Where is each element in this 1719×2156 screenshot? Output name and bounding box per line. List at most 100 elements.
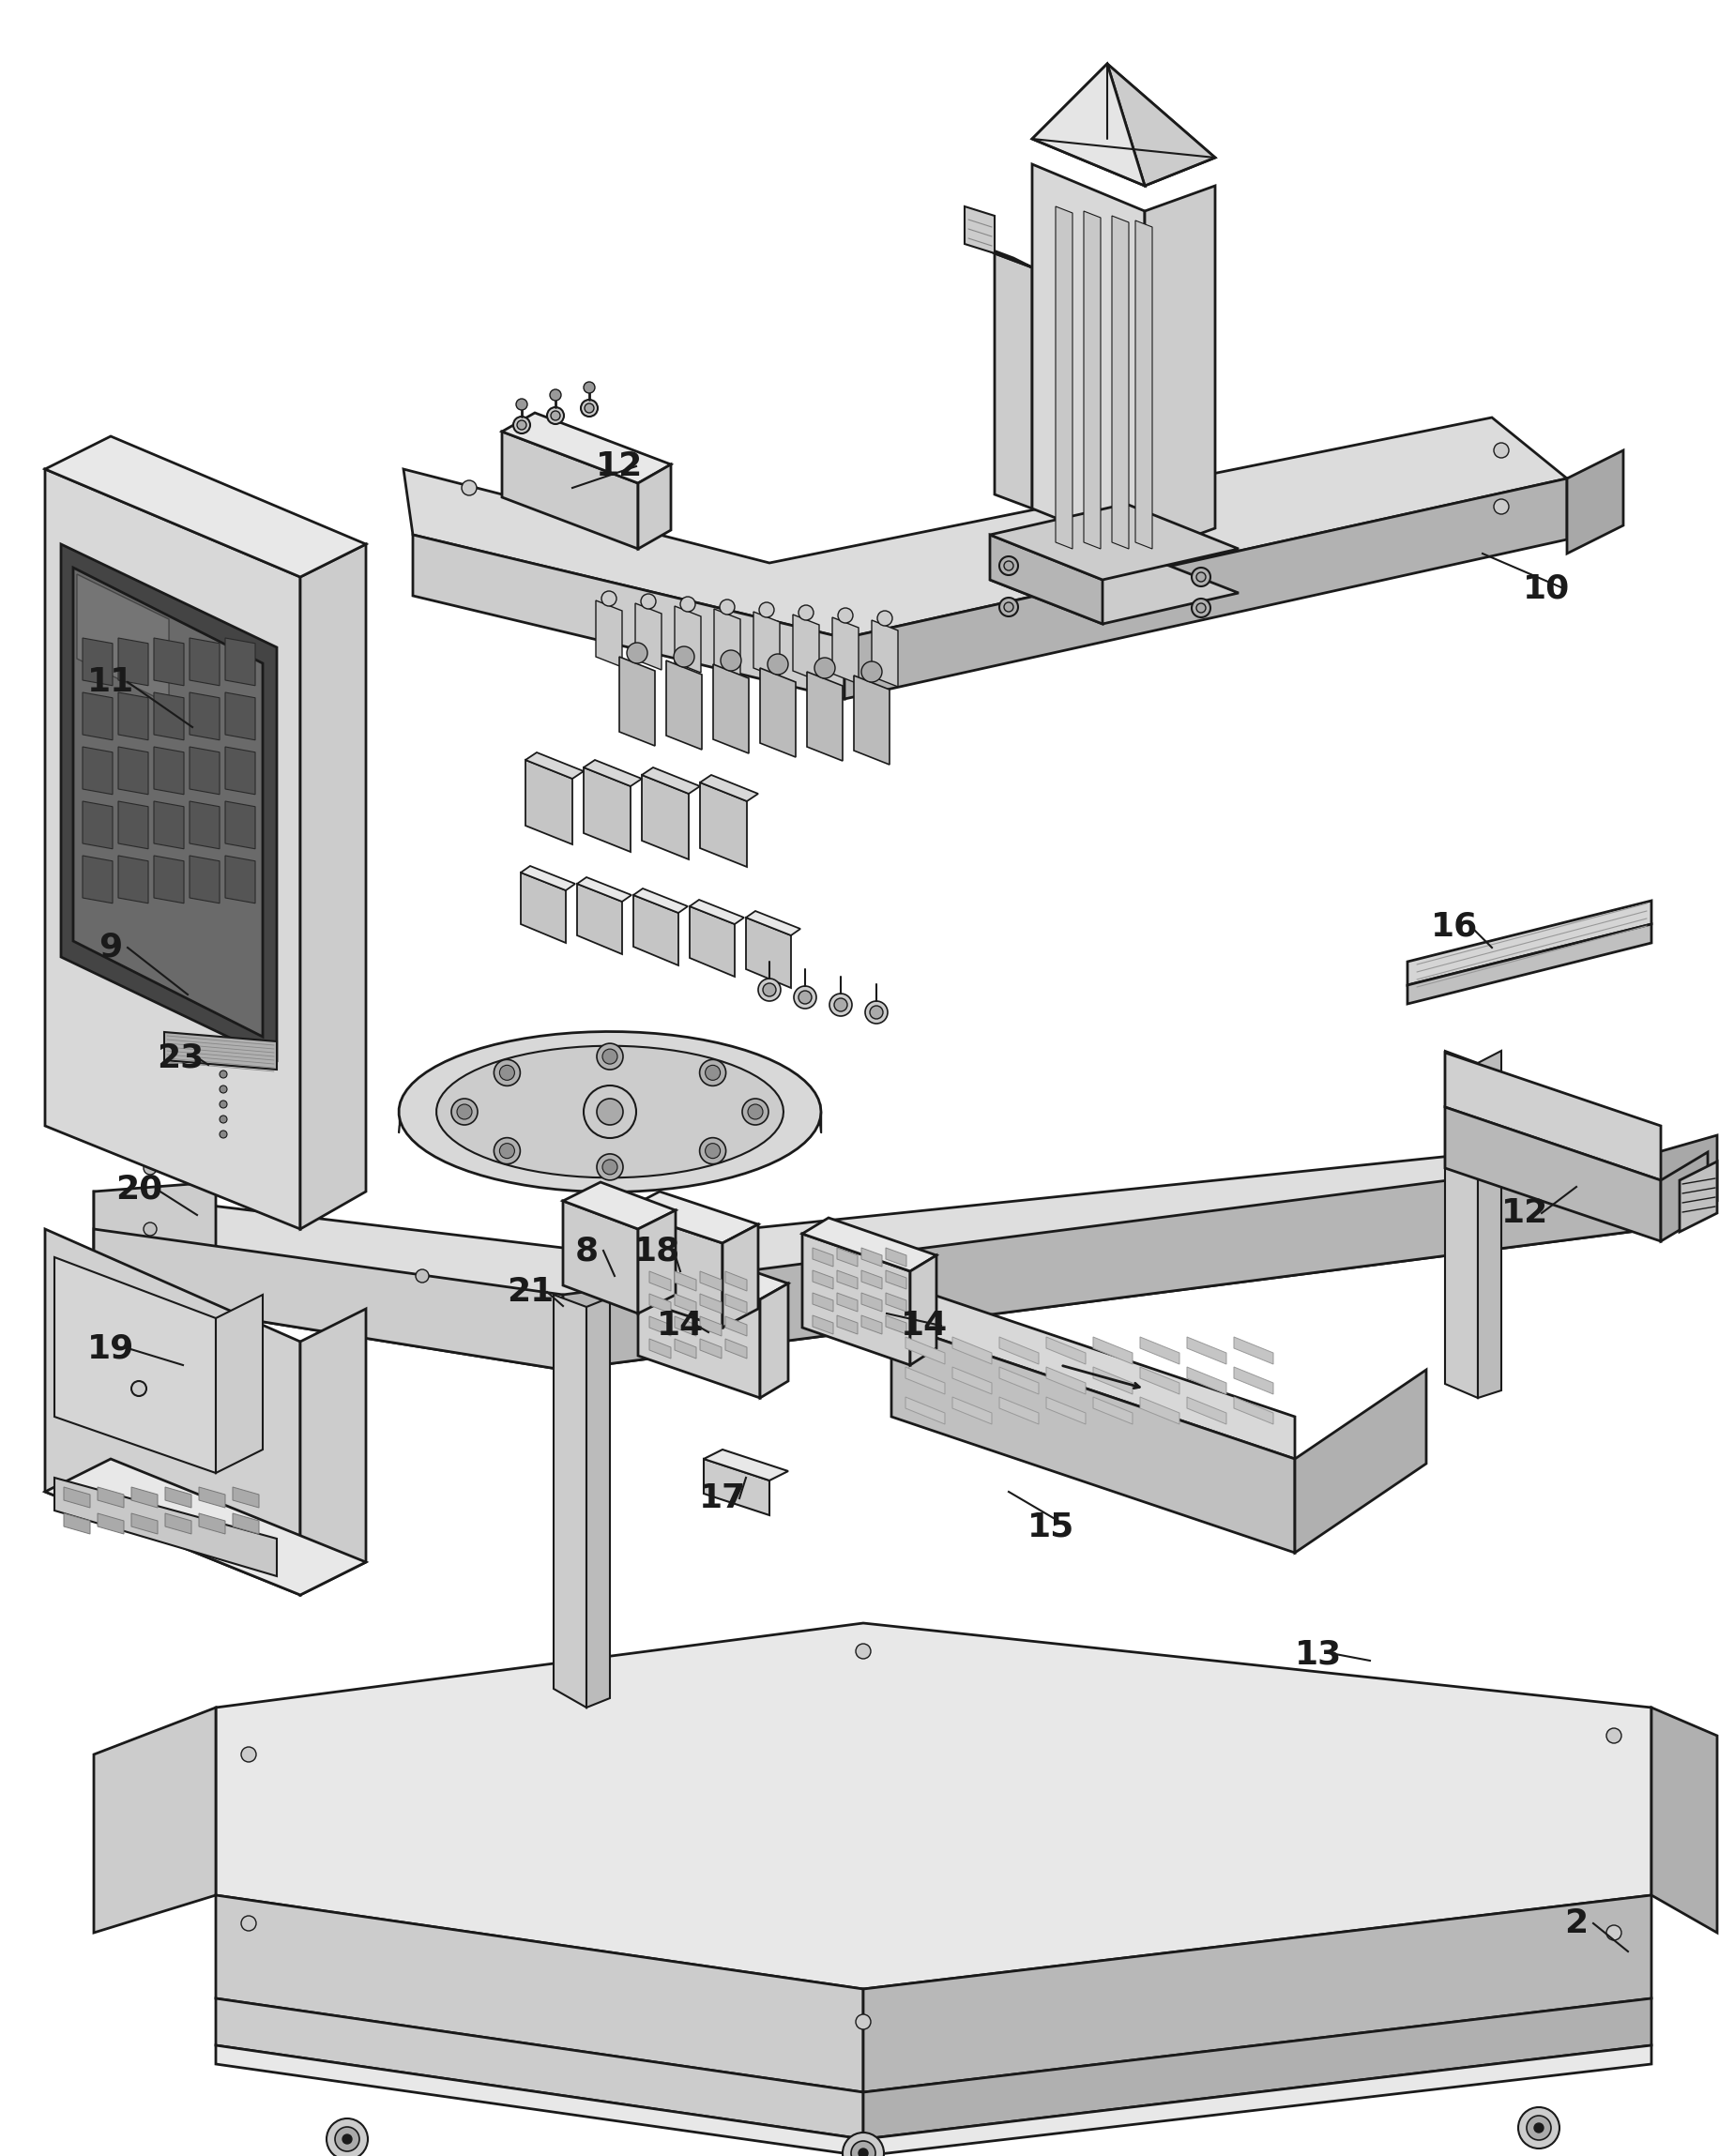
Polygon shape [885, 1248, 906, 1266]
Circle shape [220, 1100, 227, 1108]
Polygon shape [885, 1270, 906, 1289]
Polygon shape [578, 877, 631, 901]
Polygon shape [638, 1257, 760, 1397]
Circle shape [450, 1100, 478, 1125]
Circle shape [416, 1270, 428, 1283]
Circle shape [815, 658, 835, 679]
Circle shape [842, 2132, 884, 2156]
Circle shape [602, 1160, 617, 1175]
Circle shape [1526, 2115, 1551, 2141]
Circle shape [705, 1143, 720, 1158]
Polygon shape [586, 1298, 610, 1708]
Polygon shape [225, 802, 254, 849]
Polygon shape [904, 1367, 944, 1395]
Circle shape [1191, 567, 1210, 586]
Polygon shape [633, 888, 688, 912]
Polygon shape [674, 1294, 696, 1313]
Polygon shape [1093, 1397, 1131, 1425]
Polygon shape [638, 1210, 676, 1313]
Polygon shape [1233, 1397, 1272, 1425]
Polygon shape [45, 436, 366, 578]
Polygon shape [641, 774, 688, 860]
Polygon shape [1045, 1397, 1085, 1425]
Circle shape [220, 1072, 227, 1078]
Polygon shape [1031, 65, 1145, 185]
Polygon shape [189, 746, 220, 793]
Circle shape [499, 1143, 514, 1158]
Circle shape [517, 420, 526, 429]
Circle shape [999, 556, 1018, 576]
Polygon shape [999, 1337, 1038, 1365]
Circle shape [547, 407, 564, 425]
Polygon shape [700, 1294, 722, 1313]
Polygon shape [1444, 1106, 1661, 1242]
Text: 14: 14 [901, 1309, 947, 1341]
Circle shape [583, 382, 595, 392]
Polygon shape [165, 1488, 191, 1507]
Text: 12: 12 [595, 451, 643, 483]
Circle shape [1518, 2106, 1559, 2150]
Circle shape [220, 1130, 227, 1138]
Polygon shape [837, 1270, 858, 1289]
Polygon shape [990, 550, 1238, 623]
Circle shape [596, 1153, 622, 1179]
Polygon shape [1406, 901, 1650, 985]
Text: 17: 17 [698, 1483, 746, 1514]
Circle shape [1606, 1729, 1621, 1744]
Circle shape [829, 994, 851, 1015]
Polygon shape [1650, 1136, 1716, 1229]
Circle shape [550, 412, 560, 420]
Circle shape [700, 1138, 725, 1164]
Circle shape [220, 1115, 227, 1123]
Circle shape [1588, 1162, 1600, 1175]
Polygon shape [1186, 1367, 1226, 1395]
Circle shape [999, 597, 1018, 617]
Circle shape [241, 1917, 256, 1932]
Polygon shape [1031, 164, 1145, 554]
Polygon shape [975, 244, 1031, 267]
Polygon shape [1650, 1708, 1716, 1932]
Circle shape [626, 642, 646, 664]
Polygon shape [650, 1272, 670, 1291]
Polygon shape [1140, 1397, 1179, 1425]
Polygon shape [83, 692, 112, 740]
Circle shape [1196, 604, 1205, 612]
Circle shape [327, 2119, 368, 2156]
Polygon shape [844, 479, 1566, 699]
Text: 9: 9 [98, 931, 122, 964]
Circle shape [641, 593, 655, 608]
Polygon shape [1140, 1367, 1179, 1395]
Polygon shape [633, 895, 677, 966]
Polygon shape [725, 1339, 746, 1358]
Polygon shape [526, 752, 583, 778]
Polygon shape [872, 621, 897, 688]
Circle shape [596, 1044, 622, 1069]
Polygon shape [502, 412, 670, 483]
Circle shape [220, 1084, 227, 1093]
Polygon shape [1477, 1050, 1501, 1397]
Circle shape [798, 606, 813, 621]
Polygon shape [1661, 1151, 1707, 1242]
Polygon shape [74, 567, 263, 1037]
Polygon shape [689, 906, 734, 977]
Polygon shape [890, 1324, 1294, 1552]
Circle shape [143, 1162, 156, 1175]
Polygon shape [811, 1248, 832, 1266]
Polygon shape [700, 774, 758, 802]
Polygon shape [95, 1708, 215, 1932]
Polygon shape [119, 692, 148, 740]
Polygon shape [861, 1248, 882, 1266]
Text: 21: 21 [507, 1276, 554, 1309]
Polygon shape [1055, 207, 1073, 550]
Circle shape [583, 1084, 636, 1138]
Polygon shape [863, 1895, 1650, 2091]
Polygon shape [904, 1337, 944, 1365]
Polygon shape [832, 617, 858, 683]
Polygon shape [232, 1514, 260, 1533]
Polygon shape [165, 1514, 191, 1533]
Polygon shape [119, 802, 148, 849]
Polygon shape [853, 675, 889, 765]
Polygon shape [861, 1270, 882, 1289]
Circle shape [856, 2014, 870, 2029]
Polygon shape [199, 1488, 225, 1507]
